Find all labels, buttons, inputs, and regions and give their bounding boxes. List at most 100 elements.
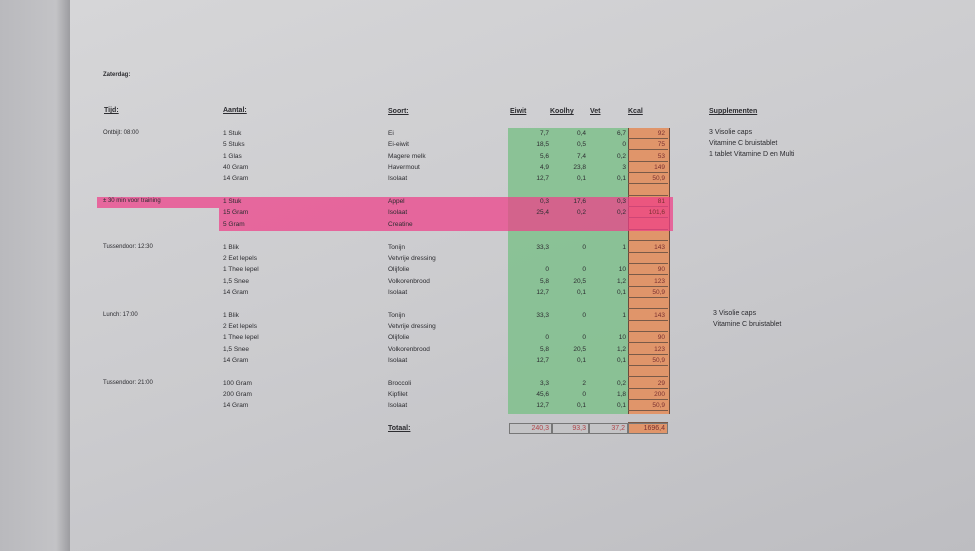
amount-cell: 5 Gram	[223, 220, 245, 228]
carbs-cell: 2	[582, 379, 586, 387]
kcal-cell: 123	[654, 277, 665, 285]
fat-cell: 0,1	[616, 288, 626, 296]
carbs-cell: 0,4	[576, 130, 586, 137]
kcal-cell: 92	[657, 130, 665, 137]
fat-cell: 0,2	[616, 209, 626, 217]
amount-cell: 100 Gram	[223, 379, 252, 387]
day-label: Zaterdag:	[103, 72, 131, 78]
kcal-column-fill	[628, 128, 670, 414]
food-cell: Isolaat	[388, 357, 408, 364]
amount-cell: 14 Gram	[223, 357, 249, 364]
kcal-cell-border	[628, 185, 668, 196]
protein-cell: 33,3	[536, 243, 549, 251]
protein-cell: 12,7	[536, 175, 549, 183]
food-cell: Ei-eiwit	[388, 141, 409, 149]
carbs-cell: 23,8	[573, 164, 586, 172]
food-cell: Isolaat	[388, 402, 408, 410]
kcal-cell-border	[628, 253, 668, 264]
protein-cell: 5,6	[539, 152, 549, 160]
kcal-cell: 149	[654, 164, 665, 172]
kcal-cell-border	[628, 298, 668, 310]
kcal-cell: 81	[657, 198, 665, 206]
fat-cell: 0	[622, 141, 626, 149]
supplement-item: 1 tablet Vitamine D en Multi	[709, 151, 795, 158]
protein-cell: 0	[545, 266, 549, 274]
total-fat: 37,2	[589, 423, 628, 434]
fat-cell: 0,1	[616, 402, 626, 410]
carbs-cell: 0,1	[576, 402, 586, 410]
meal-time: Ontbijt: 08:00	[103, 130, 139, 136]
meal-time: Tussendoor: 21:00	[103, 379, 153, 386]
amount-cell: 2 Eet lepels	[223, 322, 257, 330]
carbs-cell: 7,4	[576, 152, 586, 160]
protein-cell: 12,7	[536, 288, 549, 296]
highlight-band	[219, 208, 673, 232]
amount-cell: 1 Stuk	[223, 130, 242, 137]
fat-cell: 1	[622, 311, 626, 319]
kcal-cell-border	[628, 287, 668, 298]
kcal-cell: 50,9	[652, 288, 665, 296]
food-cell: Isolaat	[388, 175, 408, 183]
amount-cell: 1 Thee lepel	[223, 266, 259, 274]
amount-cell: 1,5 Snee	[223, 345, 250, 353]
food-cell: Creatine	[388, 220, 413, 228]
protein-cell: 5,8	[539, 277, 549, 285]
header-protein: Eiwit	[510, 108, 527, 115]
amount-cell: 1 Blik	[223, 243, 239, 251]
kcal-cell-border	[628, 332, 668, 344]
amount-cell: 1 Stuk	[223, 198, 242, 206]
total-protein: 240,3	[509, 423, 552, 434]
carbs-cell: 0,1	[576, 288, 586, 296]
fat-cell: 1,8	[616, 391, 626, 399]
fat-cell: 10	[618, 334, 626, 342]
fat-cell: 0,2	[616, 152, 626, 160]
amount-cell: 200 Gram	[223, 391, 252, 399]
header-kcal: Kcal	[628, 108, 643, 115]
fat-cell: 0,2	[616, 379, 626, 387]
kcal-cell-border	[628, 230, 668, 242]
kcal-cell-border	[628, 344, 668, 355]
amount-cell: 14 Gram	[223, 402, 249, 410]
food-cell: Appel	[388, 198, 405, 206]
kcal-cell: 75	[657, 141, 665, 149]
protein-cell: 3,3	[539, 379, 549, 387]
fat-cell: 1,2	[616, 277, 626, 285]
amount-cell: 1,5 Snee	[223, 277, 250, 285]
fat-cell: 0,1	[616, 175, 626, 183]
fat-cell: 10	[618, 266, 626, 274]
carbs-cell: 0,1	[576, 357, 586, 364]
food-cell: Tonijn	[388, 311, 405, 319]
carbs-cell: 17,6	[573, 198, 586, 206]
protein-cell: 4,9	[539, 164, 549, 172]
carbs-cell: 0	[582, 311, 586, 319]
total-kcal: 1696,4	[628, 423, 668, 434]
kcal-cell-border	[628, 310, 668, 321]
food-cell: Olijfolie	[388, 334, 410, 342]
food-cell: Broccoli	[388, 379, 412, 387]
kcal-cell-border	[628, 173, 668, 185]
supplement-item: Vitamine C bruistablet	[713, 321, 782, 328]
kcal-cell-border	[628, 366, 668, 378]
kcal-cell-border	[628, 389, 668, 401]
supplement-item: 3 Visolie caps	[713, 310, 757, 317]
supplement-item: Vitamine C bruistablet	[709, 140, 778, 147]
food-cell: Havermout	[388, 164, 420, 172]
carbs-cell: 0	[582, 391, 586, 399]
food-cell: Isolaat	[388, 288, 408, 296]
amount-cell: 1 Thee lepel	[223, 334, 259, 342]
meal-time: ± 30 min voor training	[103, 198, 161, 205]
carbs-cell: 0	[582, 243, 586, 251]
kcal-cell-border	[628, 162, 668, 174]
kcal-cell: 50,9	[652, 402, 665, 410]
amount-cell: 15 Gram	[223, 209, 249, 217]
kcal-cell: 90	[657, 266, 665, 274]
page-edge	[0, 0, 70, 551]
protein-cell: 33,3	[536, 311, 549, 319]
food-cell: Olijfolie	[388, 266, 410, 274]
fat-cell: 0,1	[616, 357, 626, 364]
kcal-cell: 90	[657, 334, 665, 342]
protein-cell: 0,3	[539, 198, 549, 206]
kcal-cell: 143	[654, 243, 665, 251]
fat-cell: 3	[622, 164, 626, 172]
highlight-band	[97, 197, 673, 209]
